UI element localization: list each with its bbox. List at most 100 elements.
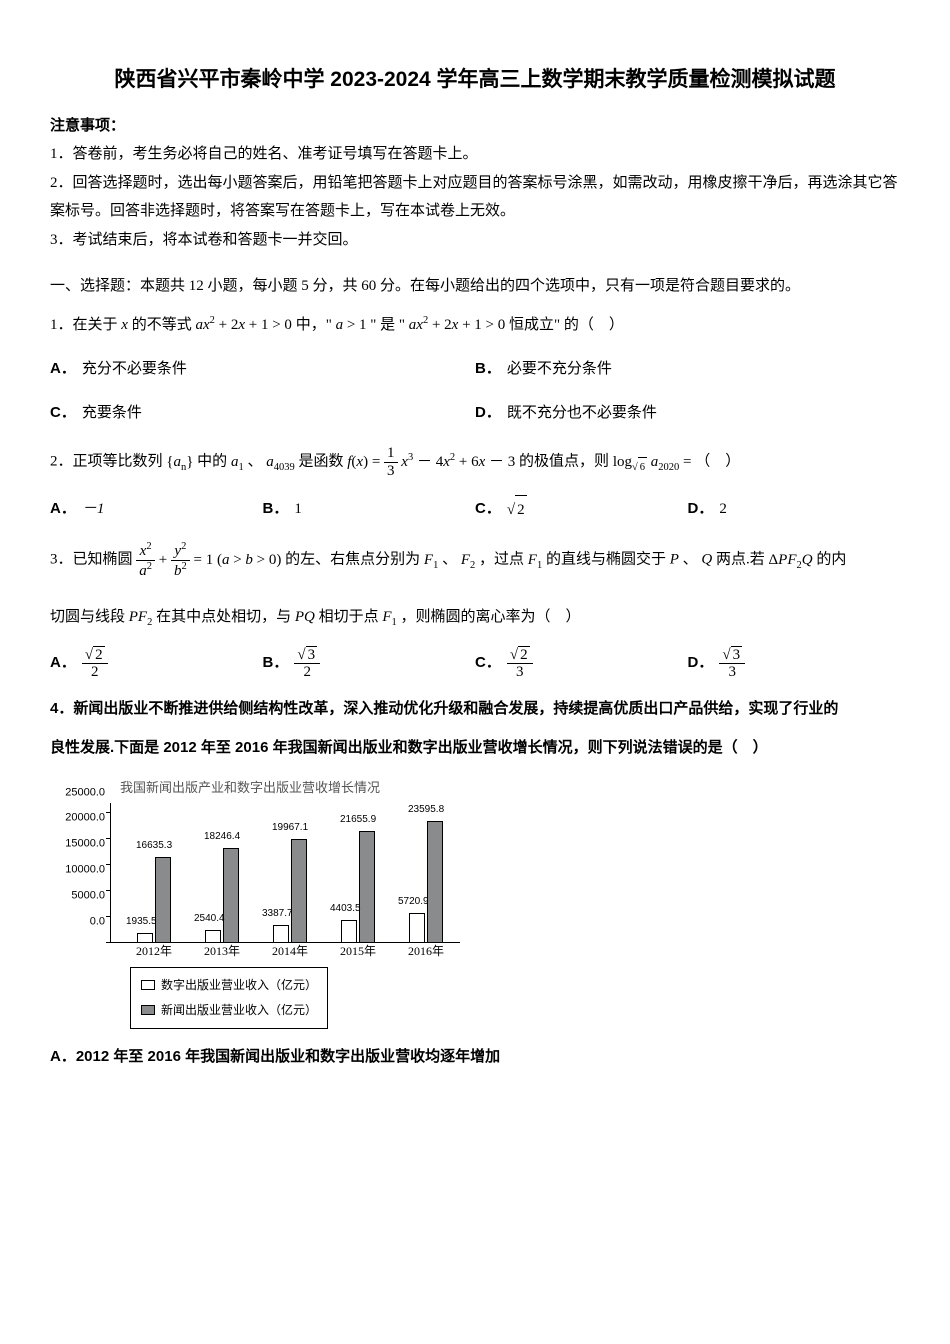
q2-a4039: a4039: [266, 454, 295, 470]
page-title: 陕西省兴平市秦岭中学 2023-2024 学年高三上数学期末教学质量检测模拟试题: [50, 60, 900, 100]
opt-label: D．: [688, 495, 714, 524]
opt-label: A．: [50, 649, 76, 678]
q3-p: P: [670, 552, 679, 568]
q2-opt-a-val: －1: [82, 495, 105, 524]
q3-option-d: D． √3 3: [688, 641, 901, 685]
q1-ineq-1: ax2 + 2x + 1 > 0: [195, 317, 291, 333]
q3-text-mid5: 、: [683, 552, 698, 568]
q3-ellipse: x2a2 + y2b2 = 1 (a > b > 0): [136, 552, 285, 568]
notice-2: 2．回答选择题时，选出每小题答案后，用铅笔把答题卡上对应题目的答案标号涂黑，如需…: [50, 169, 900, 226]
notice-heading: 注意事项：: [50, 112, 900, 141]
q3-options: A． √2 2 B． √3 2 C． √2 3 D． √3 3: [50, 641, 900, 685]
y-tick-label: 20000.0: [50, 808, 105, 829]
x-tick-label: 2013年: [192, 940, 252, 963]
q3-f1: F1: [424, 552, 438, 568]
question-1: 1．在关于 x 的不等式 ax2 + 2x + 1 > 0 中，" a > 1 …: [50, 311, 900, 340]
x-tick-label: 2014年: [260, 940, 320, 963]
q2-a1: a1: [231, 454, 244, 470]
q2-option-a: A．－1: [50, 487, 263, 531]
q2-option-c: C．√2: [475, 487, 688, 531]
notice-1: 1．答卷前，考生务必将自己的姓名、准考证号填写在答题卡上。: [50, 140, 900, 169]
bar-value-news: 21655.9: [340, 810, 376, 829]
opt-label: B．: [263, 495, 289, 524]
q3-l2-mid1: 在其中点处相切，与: [156, 609, 295, 625]
q1-option-b: B．必要不充分条件: [475, 347, 900, 391]
opt-label: B．: [475, 355, 501, 384]
q2-opt-d-val: 2: [719, 495, 727, 524]
chart-container: 我国新闻出版产业和数字出版业营收增长情况 0.0 5000.0 10000.0 150…: [50, 776, 900, 1028]
q3-text-mid4: 的直线与椭圆交于: [546, 552, 670, 568]
legend-swatch-gray: [141, 1005, 155, 1015]
q2-text-mid4: 的极值点，则: [519, 454, 613, 470]
bar-group: [402, 821, 450, 943]
q3-opt-d-frac: √3 3: [719, 646, 745, 681]
y-tick: [106, 838, 110, 839]
q3-l2-end: ，则椭圆的离心率为（ ）: [401, 609, 581, 625]
opt-label: C．: [475, 495, 501, 524]
q3-pf2: PF2: [129, 609, 153, 625]
q1-ineq-2: ax2 + 2x + 1 > 0: [409, 317, 505, 333]
y-tick: [106, 916, 110, 917]
q2-log: log√6 a2020 =: [613, 454, 692, 470]
y-tick-label: 10000.0: [50, 860, 105, 881]
chart-legend: 数字出版业营业收入（亿元） 新闻出版业营业收入（亿元）: [130, 967, 328, 1029]
q2-text-end: （ ）: [695, 454, 740, 470]
question-4-line1: 4．新闻出版业不断推进供给侧结构性改革，深入推动优化升级和融合发展，持续提高优质…: [50, 695, 900, 724]
legend-row-gray: 新闻出版业营业收入（亿元）: [141, 999, 317, 1022]
y-tick: [106, 812, 110, 813]
q2-opt-c-val: √2: [507, 495, 527, 525]
q1-opt-c-text: 充要条件: [82, 399, 142, 428]
q2-option-b: B．1: [263, 487, 476, 531]
q4-option-a: A．2012 年至 2016 年我国新闻出版业和数字出版业营收均逐年增加: [50, 1043, 900, 1072]
question-4-line2: 良性发展.下面是 2012 年至 2016 年我国新闻出版业和数字出版业营收增长…: [50, 734, 900, 763]
bar-value-digital: 5720.9: [398, 892, 429, 911]
bar-group: [334, 831, 382, 943]
bar-value-news: 23595.8: [408, 800, 444, 819]
question-3: 3．已知椭圆 x2a2 + y2b2 = 1 (a > b > 0) 的左、右焦…: [50, 541, 900, 579]
q1-text-mid2: 中，": [296, 317, 336, 333]
q3-text-mid7: 的内: [816, 552, 846, 568]
chart-title: 我国新闻出版产业和数字出版业营收增长情况: [120, 776, 900, 801]
y-tick-label: 5000.0: [50, 886, 105, 907]
q3-f1b: F1: [528, 552, 542, 568]
opt-label: B．: [263, 649, 289, 678]
q2-fx: f(x) = 13 x3 － 4x2 + 6x － 3: [347, 454, 515, 470]
q3-text-mid6: 两点.若: [716, 552, 769, 568]
q1-option-c: C．充要条件: [50, 391, 475, 435]
question-2: 2．正项等比数列 {an} 中的 a1 、 a4039 是函数 f(x) = 1…: [50, 445, 900, 479]
x-tick-label: 2015年: [328, 940, 388, 963]
q3-text-pre: 3．已知椭圆: [50, 552, 136, 568]
q1-option-d: D．既不充分也不必要条件: [475, 391, 900, 435]
q3-opt-b-frac: √3 2: [294, 646, 320, 681]
q3-l2-mid2: 相切于点: [319, 609, 383, 625]
q1-cond: a > 1: [336, 317, 367, 333]
y-tick-label: 15000.0: [50, 834, 105, 855]
y-tick: [106, 890, 110, 891]
bar-news: [223, 848, 239, 943]
q1-text-end: 恒成立" 的（ ）: [509, 317, 624, 333]
q3-option-b: B． √3 2: [263, 641, 476, 685]
legend-swatch-white: [141, 980, 155, 990]
q1-opt-d-text: 既不充分也不必要条件: [507, 399, 657, 428]
bar-value-news: 18246.4: [204, 827, 240, 846]
section-1-heading: 一、选择题：本题共 12 小题，每小题 5 分，共 60 分。在每小题给出的四个…: [50, 272, 900, 301]
bar-group: [198, 848, 246, 943]
bar-value-news: 16635.3: [136, 836, 172, 855]
q3-pq: PQ: [295, 609, 315, 625]
q3-text-mid2: 、: [442, 552, 457, 568]
bar-news: [155, 857, 171, 943]
y-tick: [106, 942, 110, 943]
y-tick-label: 0.0: [50, 912, 105, 933]
bar-chart: 0.05000.010000.015000.020000.025000.0193…: [50, 803, 460, 963]
q1-text-mid3: " 是 ": [370, 317, 409, 333]
notice-3: 3．考试结束后，将本试卷和答题卡一并交回。: [50, 226, 900, 255]
opt-label: A．: [50, 355, 76, 384]
q3-text-mid1: 的左、右焦点分别为: [285, 552, 424, 568]
y-axis: [110, 803, 111, 943]
bar-news: [291, 839, 307, 943]
q3-text-mid3: ，过点: [479, 552, 528, 568]
q2-seq: {an}: [166, 454, 193, 470]
q1-options: A．充分不必要条件 B．必要不充分条件 C．充要条件 D．既不充分也不必要条件: [50, 347, 900, 435]
legend-row-white: 数字出版业营业收入（亿元）: [141, 974, 317, 997]
bar-value-digital: 4403.5: [330, 899, 361, 918]
